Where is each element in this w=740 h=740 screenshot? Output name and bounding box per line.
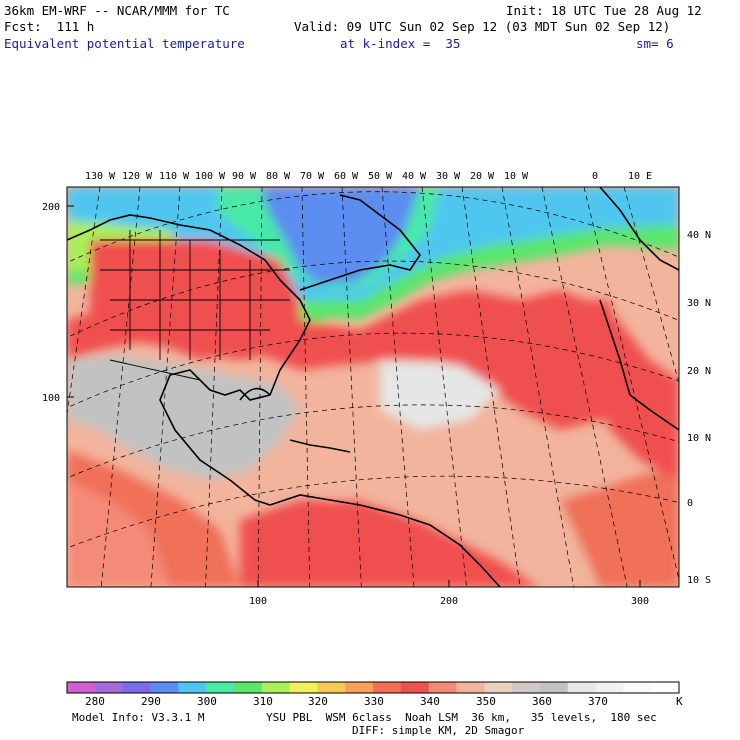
model-title: 36km EM-WRF -- NCAR/MMM for TC xyxy=(4,3,230,18)
lon-label: 10 W xyxy=(504,171,529,182)
colorbar-label: 300 xyxy=(197,695,217,708)
colorbar-swatch xyxy=(317,682,346,693)
coastlines xyxy=(67,187,679,587)
colorbar-swatch xyxy=(428,682,457,693)
physics-info: YSU PBL WSM 6class Noah LSM 36 km, 35 le… xyxy=(266,711,657,724)
level-info: at k-index = 35 xyxy=(340,36,461,51)
colorbar-border xyxy=(66,681,680,694)
colorbar-swatch xyxy=(206,682,235,693)
colorbar-swatch xyxy=(567,682,597,693)
colorbar-swatch xyxy=(512,682,541,693)
axis-ticks xyxy=(67,205,641,587)
forecast-hour: Fcst: 111 h xyxy=(4,19,95,34)
grid-label-bottom: 100 xyxy=(249,596,267,607)
lon-label: 110 W xyxy=(159,171,190,182)
lon-label: 80 W xyxy=(266,171,291,182)
colorbar-swatch xyxy=(233,682,263,693)
colorbar-swatch xyxy=(178,682,207,693)
lon-label: 60 W xyxy=(334,171,359,182)
colorbar-swatch xyxy=(400,682,430,693)
colorbar-swatch xyxy=(345,682,374,693)
lon-label: 50 W xyxy=(368,171,393,182)
colorbar xyxy=(66,681,680,694)
lat-label: 0 xyxy=(687,498,693,509)
colorbar-unit: K xyxy=(676,695,683,708)
lon-labels: 130 W 120 W 110 W 100 W 90 W 80 W 70 W 6… xyxy=(85,171,652,182)
colorbar-swatch xyxy=(373,682,402,693)
grid-label-left: 200 xyxy=(42,202,60,213)
colorbar-swatch xyxy=(595,682,624,693)
lat-label: 10 N xyxy=(687,433,711,444)
lat-label: 20 N xyxy=(687,366,711,377)
colorbar-label: 290 xyxy=(141,695,161,708)
lon-label: 120 W xyxy=(122,171,153,182)
colorbar-swatch xyxy=(94,682,124,693)
lon-label: 100 W xyxy=(195,171,226,182)
colorbar-label: 340 xyxy=(420,695,440,708)
colorbar-swatch xyxy=(651,682,680,693)
colorbar-label: 280 xyxy=(85,695,105,708)
borders xyxy=(100,230,290,381)
colorbar-swatch xyxy=(261,682,291,693)
lon-label: 10 E xyxy=(628,171,652,182)
field-name: Equivalent potential temperature xyxy=(4,36,245,51)
colorbar-label: 350 xyxy=(476,695,496,708)
colorbar-swatch xyxy=(67,682,96,693)
theta-e-field xyxy=(67,187,679,587)
valid-time: Valid: 09 UTC Sun 02 Sep 12 (03 MDT Sun … xyxy=(294,19,671,34)
init-time: Init: 18 UTC Tue 28 Aug 12 xyxy=(506,3,702,18)
lon-label: 0 xyxy=(592,171,598,182)
graticule xyxy=(67,187,679,587)
model-info: Model Info: V3.3.1 M xyxy=(72,711,205,724)
colorbar-swatch xyxy=(150,682,179,693)
colorbar-swatch xyxy=(539,682,569,693)
lat-label: 30 N xyxy=(687,298,711,309)
smoothing-info: sm= 6 xyxy=(636,36,674,51)
lat-label: 40 N xyxy=(687,230,711,241)
lon-label: 90 W xyxy=(232,171,257,182)
colorbar-label: 310 xyxy=(253,695,273,708)
lon-label: 20 W xyxy=(470,171,495,182)
lat-labels: 40 N 30 N 20 N 10 N 0 10 S xyxy=(687,230,711,586)
grid-label-left: 100 xyxy=(42,393,60,404)
map-frame xyxy=(66,186,680,588)
colorbar-label: 320 xyxy=(308,695,328,708)
lat-label: 10 S xyxy=(687,575,711,586)
lon-label: 130 W xyxy=(85,171,116,182)
lon-label: 70 W xyxy=(300,171,325,182)
lon-label: 30 W xyxy=(436,171,461,182)
colorbar-label: 360 xyxy=(532,695,552,708)
grid-label-bottom: 200 xyxy=(440,596,458,607)
lon-label: 40 W xyxy=(402,171,427,182)
colorbar-label: 330 xyxy=(364,695,384,708)
colorbar-swatch xyxy=(456,682,485,693)
colorbar-swatch xyxy=(623,682,652,693)
grid-label-bottom: 300 xyxy=(631,596,649,607)
grid-labels: 200 100 100 200 300 xyxy=(42,202,649,607)
colorbar-label: 370 xyxy=(588,695,608,708)
colorbar-swatch xyxy=(122,682,151,693)
diffusion-info: DIFF: simple KM, 2D Smagor xyxy=(352,724,525,737)
colorbar-swatch xyxy=(484,682,513,693)
colorbar-swatch xyxy=(289,682,318,693)
